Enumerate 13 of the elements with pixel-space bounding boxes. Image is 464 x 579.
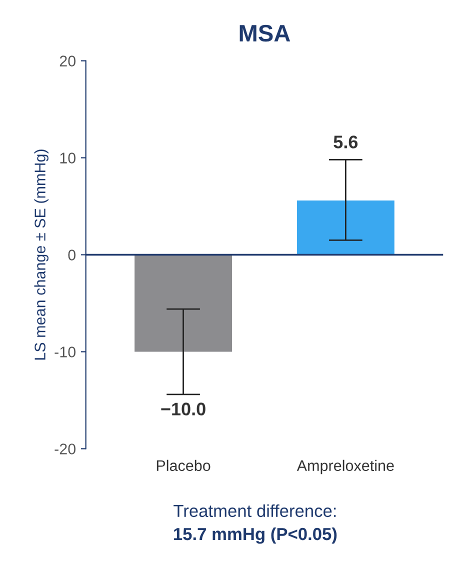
y-tick-label: 10 [60,152,76,164]
chart-title: MSA [240,24,290,42]
text: Treatment difference: [174,504,336,518]
y-tick-label: 20 [60,56,76,66]
y-axis-title: LS mean change ± SE (mmHg) [34,150,48,360]
text: 15.7 mmHg (P<0.05) [174,527,337,544]
x-tick-label: Ampreloxetine [296,460,394,474]
data-label: −10.0 [161,402,206,416]
x-tick-label: Placebo [156,460,210,472]
data-label: 5.6 [334,136,358,148]
y-tick-label: 0 [68,250,76,260]
y-tick-label: -20 [54,444,76,454]
y-tick-label: -10 [54,346,76,358]
